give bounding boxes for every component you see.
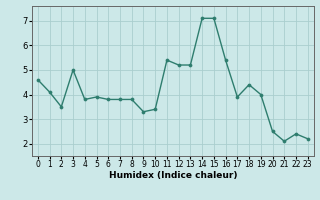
X-axis label: Humidex (Indice chaleur): Humidex (Indice chaleur) [108,171,237,180]
